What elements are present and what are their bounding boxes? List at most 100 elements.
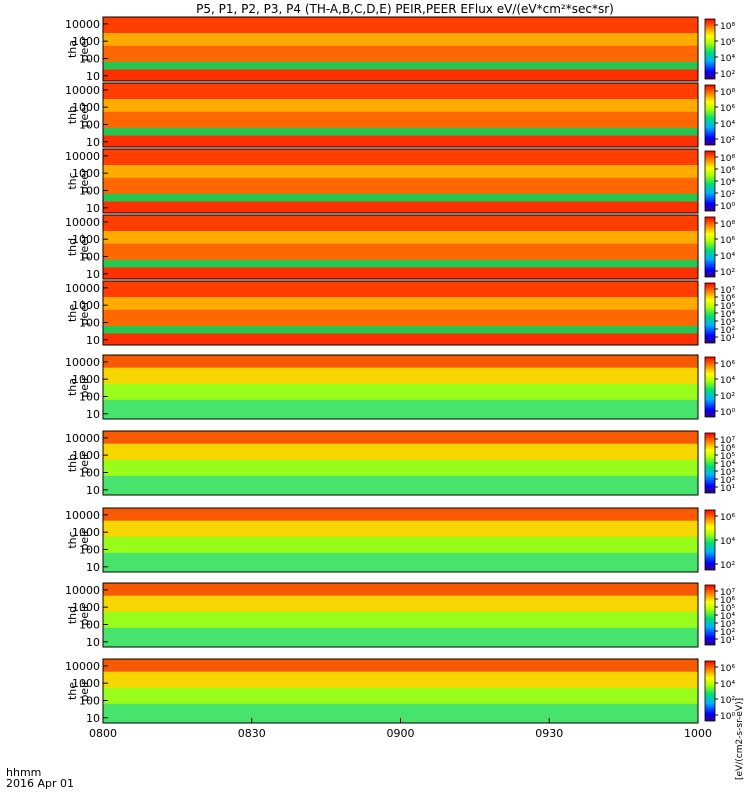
colorbar-tick-label: 10⁴ xyxy=(720,537,735,547)
panel-species-label: peer xyxy=(78,168,91,194)
panel-probe-label: thc xyxy=(66,172,79,189)
y-tick-label: 1000 xyxy=(72,101,100,114)
spectrogram-band xyxy=(103,325,698,334)
spectrogram-band xyxy=(103,111,698,128)
panel-probe-label: thb xyxy=(66,454,79,472)
colorbar-tick-label: 10⁶ xyxy=(720,360,735,370)
colorbar-tick-label: 10⁰ xyxy=(720,408,735,418)
y-tick-label: 100 xyxy=(79,694,100,707)
spectrogram-band xyxy=(103,595,698,612)
y-tick-label: 1000 xyxy=(72,35,100,48)
spectrogram-band xyxy=(103,243,698,260)
colorbar-tick-label: 10¹ xyxy=(720,636,735,646)
colorbar-tick-label: 10² xyxy=(720,268,735,278)
spectrogram-band xyxy=(103,135,698,147)
colorbar-tick-label: 10⁰ xyxy=(720,202,735,212)
y-tick-label: 10 xyxy=(86,136,100,149)
panel-thb-peer: 10 100 1000 10000 thb peer 10⁸ 10⁶ 10⁴ 10² xyxy=(65,82,735,149)
spectrogram-band xyxy=(103,297,698,310)
y-tick-label: 1000 xyxy=(72,526,100,539)
colorbar-tick-label: 10² xyxy=(720,392,735,402)
y-tick-label: 10000 xyxy=(65,432,100,445)
y-tick-label: 10 xyxy=(86,712,100,725)
colorbar xyxy=(704,84,716,146)
y-tick-label: 10 xyxy=(86,408,100,421)
colorbar-tick-label: 10² xyxy=(720,326,735,336)
spectrogram-band xyxy=(103,583,698,596)
spectrogram-band xyxy=(103,627,698,647)
colorbar-unit-label: [eV/(cm2-s-sr-eV)] xyxy=(735,698,745,780)
panel-frame xyxy=(102,82,699,148)
y-tick-label: 10000 xyxy=(65,584,100,597)
spectrogram-band xyxy=(103,309,698,326)
colorbar-tick-label: 10⁴ xyxy=(720,680,735,690)
y-tick-label: 1000 xyxy=(72,299,100,312)
spectrogram-band xyxy=(103,611,698,628)
colorbar-tick-label: 10⁴ xyxy=(720,178,735,188)
spectrogram-band xyxy=(103,443,698,460)
colorbar-tick-label: 10⁴ xyxy=(720,376,735,386)
spectrogram-band xyxy=(103,399,698,419)
colorbar-tick-label: 10⁶ xyxy=(720,38,735,48)
panel-frame xyxy=(102,354,699,420)
colorbar-tick-label: 10⁰ xyxy=(720,712,735,722)
spectrogram-band xyxy=(103,355,698,368)
colorbar xyxy=(704,356,716,418)
spectrogram-band xyxy=(103,231,698,244)
colorbar-tick-label: 10² xyxy=(720,628,735,638)
colorbar-tick-label: 10⁸ xyxy=(720,154,735,164)
colorbar-tick-label: 10⁶ xyxy=(720,513,735,523)
spectrogram-band xyxy=(103,193,698,202)
panel-frame xyxy=(102,582,699,648)
y-tick-label: 10 xyxy=(86,202,100,215)
colorbar-tick-label: 10⁶ xyxy=(720,294,735,304)
panel-species-label: peir xyxy=(78,376,91,398)
spectrogram-band xyxy=(103,127,698,136)
y-tick-label: 100 xyxy=(79,618,100,631)
colorbar-tick-label: 10⁴ xyxy=(720,460,735,470)
x-tick-label: 0900 xyxy=(387,727,415,740)
colorbar-tick-label: 10² xyxy=(720,696,735,706)
colorbar-tick-label: 10⁸ xyxy=(720,22,735,32)
colorbar xyxy=(704,660,716,722)
panel-species-label: peer xyxy=(78,102,91,128)
y-tick-label: 10 xyxy=(86,268,100,281)
panel-frame xyxy=(102,507,699,573)
colorbar-tick-label: 10⁴ xyxy=(720,54,735,64)
colorbar-tick-label: 10² xyxy=(720,190,735,200)
spectrogram-band xyxy=(103,508,698,521)
spectrogram-band xyxy=(103,201,698,213)
spectrogram-band xyxy=(103,215,698,231)
y-tick-label: 10 xyxy=(86,636,100,649)
panel-thc-peir: 10 100 1000 10000 thc peir 10⁶ 10⁴ 10² xyxy=(65,507,735,574)
spectrogram-band xyxy=(103,367,698,384)
spectrogram-band xyxy=(103,431,698,444)
spectrogram-band xyxy=(103,33,698,46)
colorbar-tick-label: 10⁶ xyxy=(720,444,735,454)
panel-the-peir: 10 100 1000 10000 the peir 10⁶ 10⁴ 10² 10⁰ xyxy=(65,658,735,725)
colorbar xyxy=(704,282,716,344)
spectrogram-band xyxy=(103,45,698,62)
spectrogram-band xyxy=(103,259,698,268)
colorbar-tick-label: 10² xyxy=(720,476,735,486)
panel-thc-peer: 10 100 1000 10000 thc peer 10⁸ 10⁶ 10⁴ 10² 10⁰ xyxy=(65,148,735,215)
y-tick-label: 1000 xyxy=(72,167,100,180)
y-tick-label: 10000 xyxy=(65,660,100,673)
y-tick-label: 100 xyxy=(79,466,100,479)
colorbar-tick-label: 10² xyxy=(720,136,735,146)
y-tick-label: 1000 xyxy=(72,233,100,246)
spectrogram-band xyxy=(103,267,698,279)
y-tick-label: 100 xyxy=(79,118,100,131)
y-tick-label: 1000 xyxy=(72,449,100,462)
y-tick-label: 10000 xyxy=(65,509,100,522)
spectrogram-band xyxy=(103,83,698,99)
panel-frame xyxy=(102,16,699,82)
y-tick-label: 10000 xyxy=(65,282,100,295)
x-tick-label: 0800 xyxy=(89,727,117,740)
y-tick-label: 10000 xyxy=(65,216,100,229)
footer-hhmm: hhmm xyxy=(6,766,41,779)
panel-species-label: peir xyxy=(78,604,91,626)
colorbar-tick-label: 10⁴ xyxy=(720,252,735,262)
x-tick-label: 1000 xyxy=(684,727,712,740)
